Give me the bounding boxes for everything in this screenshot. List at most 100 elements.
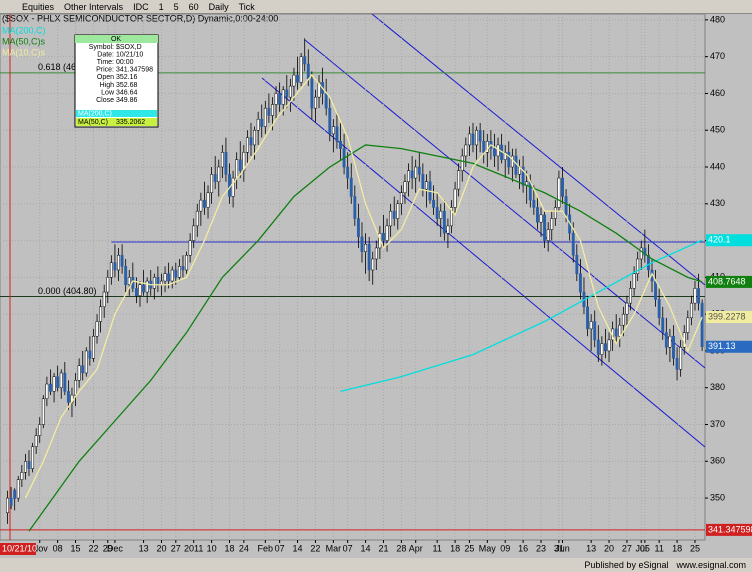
candle-body <box>245 137 249 153</box>
x-tick-label: 24 <box>239 543 249 553</box>
candle-body <box>224 152 228 175</box>
x-tick-label: 18 <box>225 543 235 553</box>
candle-body <box>38 424 42 436</box>
candle-body <box>228 174 231 197</box>
candle-body <box>618 324 622 337</box>
candle-body <box>20 472 24 480</box>
toolbar-item[interactable]: 1 <box>158 1 164 12</box>
candle-body <box>134 288 138 297</box>
candle-body <box>88 350 92 359</box>
price-box-text: 399.2278 <box>708 311 746 321</box>
candle-body <box>550 218 554 230</box>
y-tick-label: 380 <box>710 382 725 392</box>
candle-body <box>392 210 396 219</box>
x-tick-label: 25 <box>690 543 700 553</box>
data-window-value: 349.86 <box>116 97 138 104</box>
candle-body <box>52 376 56 392</box>
y-tick-label: 460 <box>710 88 725 98</box>
x-tick-label: 22 <box>310 543 320 553</box>
data-window-value: 00:00 <box>116 59 134 66</box>
candle-body <box>457 170 461 190</box>
x-tick-label: Apr <box>409 543 423 553</box>
toolbar-item[interactable]: 60 <box>188 1 199 12</box>
toolbar-item[interactable]: IDC <box>133 1 149 12</box>
x-tick-label: Feb <box>258 543 274 553</box>
candle-body <box>417 166 421 175</box>
toolbar-item[interactable]: Tick <box>238 1 255 12</box>
toolbar-item[interactable]: Daily <box>208 1 229 12</box>
candle-body <box>346 166 350 179</box>
legend-entry: MA(10,C)s <box>2 47 46 57</box>
candle-body <box>689 302 693 319</box>
x-tick-label: 21 <box>378 543 388 553</box>
x-tick-label: 28 <box>396 543 406 553</box>
candle-body <box>571 232 575 256</box>
cursor-date-text: 10/21/10 <box>2 543 37 553</box>
x-tick-label: 2011 <box>184 543 203 553</box>
candle-body <box>553 207 557 219</box>
x-tick-label: 18 <box>450 543 460 553</box>
candle-body <box>109 262 113 278</box>
candle-body <box>675 358 679 370</box>
candle-body <box>117 255 120 271</box>
candle-body <box>450 207 453 227</box>
price-box: 399.2278 <box>706 310 752 323</box>
toolbar-item[interactable]: Equities <box>22 1 55 12</box>
candle-body <box>625 302 629 315</box>
candle-body <box>281 89 285 105</box>
candle-body <box>614 328 618 337</box>
candle-body <box>313 96 317 109</box>
ma-line <box>28 144 703 532</box>
candle-body <box>77 365 81 381</box>
candle-body <box>349 177 353 197</box>
candle-body <box>697 288 701 304</box>
candle-body <box>654 280 658 300</box>
data-window-label: Symbol: <box>89 44 114 51</box>
candle-body <box>202 199 206 208</box>
candle-body <box>367 244 371 271</box>
x-tick-label: Jun <box>555 543 570 553</box>
price-box: 408.7648 <box>706 275 752 288</box>
price-box-bg <box>706 234 752 247</box>
candle-body <box>543 214 547 241</box>
candle-body <box>206 192 210 208</box>
candle-body <box>99 306 103 322</box>
x-tick-label: 07 <box>343 543 353 553</box>
candle-body <box>23 461 27 473</box>
candle-body <box>657 299 661 319</box>
candle-body <box>274 93 278 105</box>
candle-body <box>403 181 407 194</box>
toolbar-item[interactable]: Other Intervals <box>64 1 124 12</box>
data-window-header-bg <box>75 35 158 43</box>
candle-body <box>16 479 20 499</box>
candle-body <box>34 435 38 447</box>
x-tick-label: 23 <box>536 543 546 553</box>
x-tick-label: 27 <box>622 543 632 553</box>
candle-body <box>435 207 439 219</box>
x-tick-label: 05 <box>640 543 650 553</box>
candle-body <box>127 277 131 285</box>
candle-body <box>177 266 181 278</box>
candle-body <box>636 258 640 274</box>
candle-body <box>564 196 568 216</box>
candle-body <box>700 302 704 348</box>
candle-body <box>453 188 457 208</box>
data-window-value: 341.347598 <box>116 67 153 74</box>
x-tick-label: 10 <box>207 543 217 553</box>
toolbar-item[interactable]: 5 <box>173 1 179 12</box>
candle-body <box>679 347 683 370</box>
candle-body <box>285 89 289 98</box>
x-tick-label: 25 <box>464 543 474 553</box>
candle-body <box>41 398 45 425</box>
x-tick-label: 13 <box>586 543 596 553</box>
candle-body <box>217 166 221 182</box>
candle-body <box>63 372 67 392</box>
candle-body <box>299 56 303 83</box>
x-tick-label: 20 <box>156 543 166 553</box>
candle-body <box>464 144 468 157</box>
x-tick-label: 22 <box>88 543 98 553</box>
data-window-value: 346.64 <box>116 89 138 96</box>
price-box-bg <box>706 275 752 288</box>
level-label: 0.000 (404.80) <box>38 286 97 296</box>
